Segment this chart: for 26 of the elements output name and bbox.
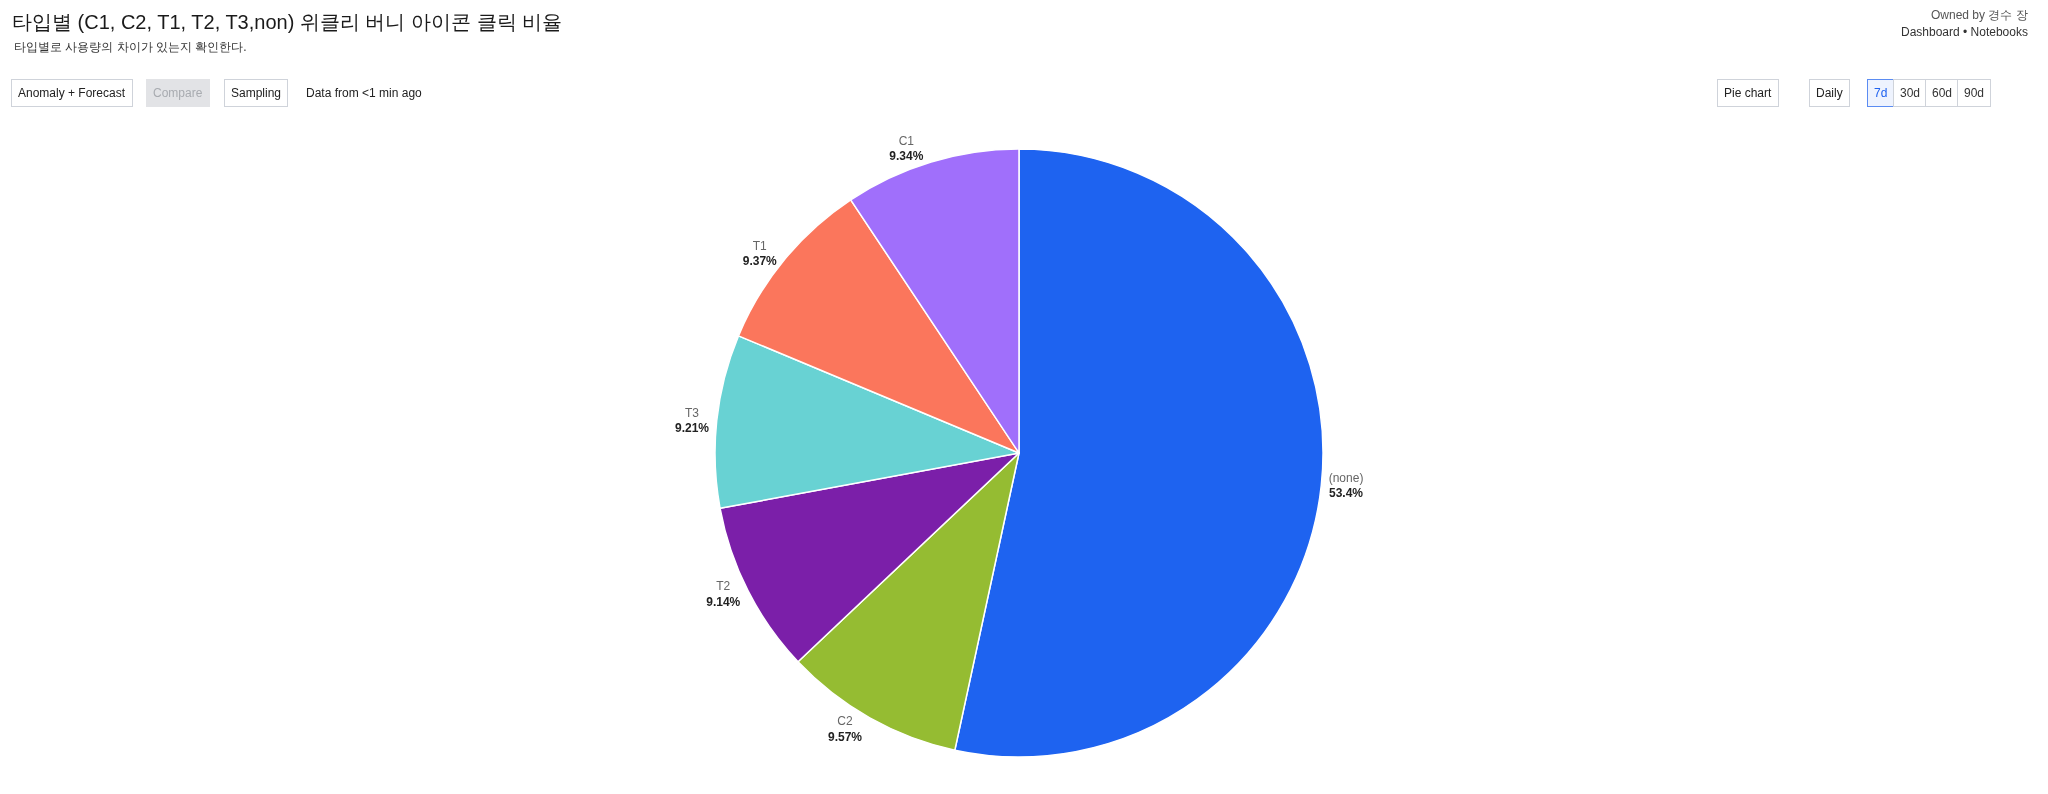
text: 7d <box>1874 86 1888 100</box>
data-label: 9.37% <box>742 254 778 269</box>
text: Owned by 경수 장 <box>1931 8 2028 22</box>
slice-label: C2 <box>837 714 853 729</box>
text: 90d <box>1964 86 1985 100</box>
text: Dashboard • Notebooks <box>1901 25 2028 39</box>
text: Anomaly + Forecast <box>18 86 126 100</box>
slice-label: T3 <box>684 405 700 420</box>
text: 타입별로 사용량의 차이가 있는지 확인한다. <box>14 40 247 54</box>
slice-label: T1 <box>752 238 768 253</box>
text: Data from <1 min ago <box>306 86 423 100</box>
slice-label: C1 <box>898 133 915 148</box>
text: Pie chart <box>1724 86 1773 100</box>
text: 60d <box>1932 86 1953 100</box>
slice-label: (none) <box>1328 470 1364 485</box>
data-label: 9.57% <box>828 729 863 744</box>
text: 30d <box>1900 86 1921 100</box>
text: Daily <box>1816 86 1843 100</box>
text: Sampling <box>231 86 282 100</box>
data-label: 53.4% <box>1329 486 1364 501</box>
data-label: 9.14% <box>706 594 741 609</box>
text: Compare <box>153 86 203 100</box>
slice-label: T2 <box>716 578 731 593</box>
text: 타입별 (C1, C2, T1, T2, T3,non) 위클리 버니 아이콘 클릭 비율 <box>12 11 563 33</box>
data-label: 9.21% <box>674 421 710 436</box>
data-label: 9.34% <box>889 149 924 164</box>
